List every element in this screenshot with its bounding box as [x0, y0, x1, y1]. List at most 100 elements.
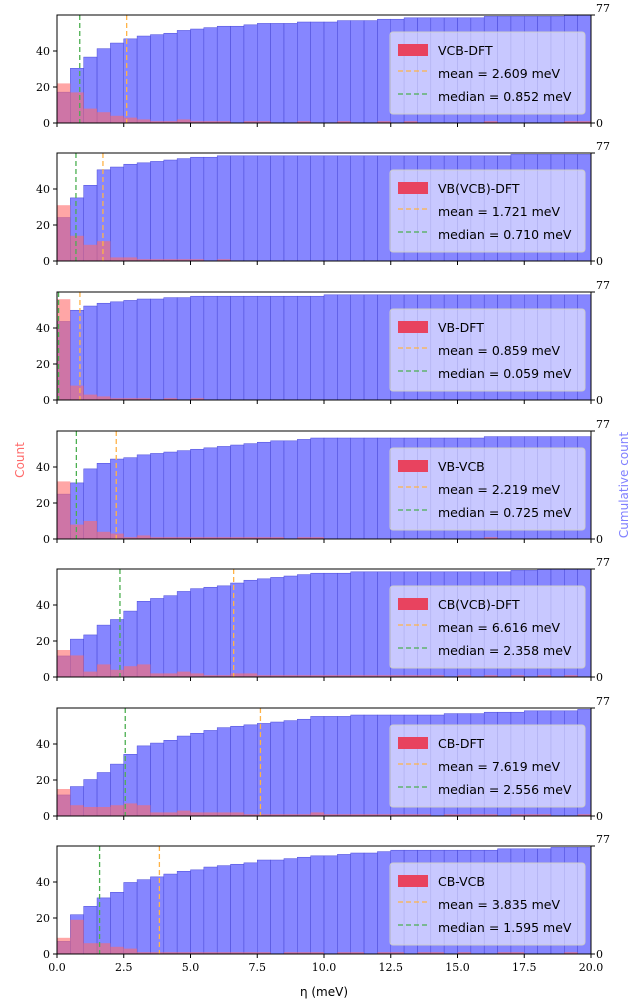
count-bar [283, 952, 298, 954]
cumulative-bar [216, 25, 231, 124]
cumulative-bar [270, 440, 285, 540]
cumulative-bar [310, 21, 325, 124]
legend: VCB-DFT mean = 2.609 meV median = 0.852 me… [389, 31, 586, 115]
legend-patch [398, 182, 428, 194]
legend-label: CB(VCB)-DFT [438, 597, 520, 612]
count-bar [484, 675, 498, 677]
cumulative-bar [377, 18, 391, 124]
legend-box [389, 447, 586, 531]
cumulative-bar [257, 295, 271, 401]
cumulative-bar [110, 301, 125, 401]
legend-box [389, 169, 586, 253]
cumulative-bar [110, 458, 125, 540]
count-bar [497, 952, 511, 954]
cumulative-bar [377, 155, 391, 262]
count-bar [203, 952, 218, 954]
cumulative-bar [203, 586, 218, 678]
cumulative-bar [203, 156, 218, 262]
y2-tick-label: 77 [596, 2, 610, 15]
count-bar [510, 952, 525, 954]
cumulative-bar [176, 591, 191, 678]
cumulative-bar [163, 740, 178, 817]
count-bar [177, 671, 191, 677]
count-bar [137, 952, 151, 954]
cumulative-bar [283, 440, 298, 540]
count-bar [70, 524, 84, 539]
count-bar [404, 121, 418, 123]
cumulative-bar [163, 32, 178, 124]
count-bar [243, 537, 258, 539]
cumulative-bar [283, 575, 298, 678]
y-tick-label: 0 [43, 394, 50, 407]
count-bar [377, 675, 391, 677]
count-bar [243, 952, 258, 954]
x-tick-label: 5.0 [182, 961, 200, 974]
count-bar [257, 537, 271, 539]
cumulative-bar [230, 725, 245, 817]
cumulative-bar [243, 24, 258, 124]
count-bar [337, 952, 351, 954]
count-bar [110, 115, 124, 123]
count-bar [484, 121, 498, 123]
count-bar [377, 814, 391, 816]
count-bar [163, 537, 178, 539]
count-bar [97, 531, 111, 539]
count-bar [270, 675, 284, 677]
cumulative-bar [176, 450, 191, 540]
cumulative-bar [270, 577, 285, 678]
cumulative-bar [190, 295, 205, 401]
count-bar [390, 675, 405, 677]
count-bar [110, 398, 124, 400]
x-tick-label: 20.0 [579, 961, 604, 974]
legend-mean-label: mean = 1.721 meV [438, 204, 560, 219]
count-bar [57, 789, 71, 816]
count-bar [297, 675, 311, 677]
y2-tick-label: 77 [596, 279, 610, 292]
cumulative-bar [310, 572, 325, 678]
count-bar [123, 537, 138, 539]
count-bar [177, 537, 191, 539]
count-bar [217, 537, 231, 539]
count-bar [297, 121, 311, 123]
cumulative-bar [257, 23, 271, 124]
cumulative-bar [190, 732, 205, 817]
cumulative-bar [350, 714, 365, 817]
cumulative-bar [270, 721, 285, 817]
count-bar [83, 943, 98, 954]
cumulative-bar [150, 34, 165, 124]
count-bar [190, 812, 204, 816]
count-bar [177, 259, 191, 261]
count-bar [57, 650, 71, 677]
cumulative-bar [297, 295, 311, 401]
cumulative-bar [176, 158, 191, 262]
count-bar [230, 952, 244, 954]
x-tick-label: 10.0 [312, 961, 337, 974]
cumulative-bar [163, 451, 178, 540]
count-bar [577, 121, 591, 123]
count-bar [57, 481, 71, 539]
y2-tick-label: 0 [596, 255, 603, 268]
count-bar [203, 537, 218, 539]
count-bar [123, 666, 138, 677]
count-bar [70, 919, 84, 954]
legend: VB(VCB)-DFT mean = 1.721 meV median = 0.71… [389, 169, 586, 253]
cumulative-bar [337, 20, 351, 124]
cumulative-bar [136, 454, 151, 540]
count-bar [163, 673, 178, 677]
cumulative-bar [123, 457, 138, 540]
cumulative-bar [270, 295, 285, 401]
count-bar [190, 259, 204, 261]
cumulative-bar [150, 742, 165, 817]
count-bar [137, 664, 151, 677]
cumulative-bar [150, 298, 165, 401]
legend-patch [398, 875, 428, 887]
count-bar [230, 673, 244, 677]
cumulative-bar [363, 294, 378, 401]
cumulative-bar [136, 162, 151, 262]
count-bar [457, 952, 471, 954]
count-bar [337, 675, 351, 677]
y-tick-label: 0 [43, 671, 50, 684]
cumulative-bar [163, 297, 178, 401]
y2-tick-label: 77 [596, 418, 610, 431]
